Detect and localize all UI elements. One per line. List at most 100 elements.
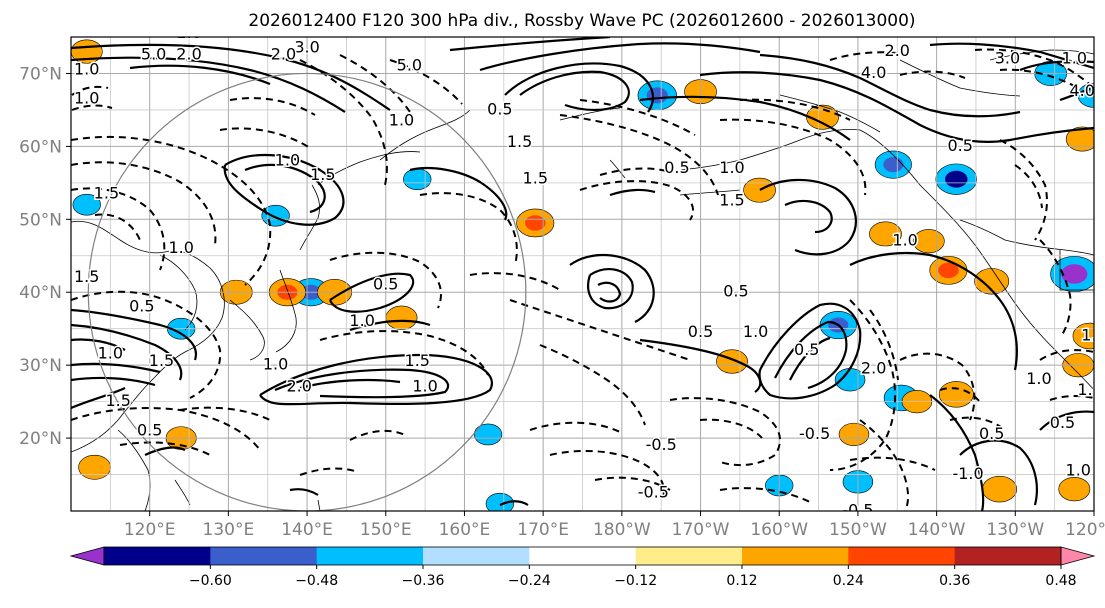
y-tick-label-2: 40°N <box>19 283 62 303</box>
contour-label-43: 2.0 <box>885 41 910 60</box>
contour-label-23: 1.5 <box>149 351 174 370</box>
contour-layer <box>71 37 1094 511</box>
contour-label-1: 5.0 <box>141 45 166 64</box>
contour-label-51: 1.0 <box>1066 460 1091 479</box>
contour-label-7: 5.0 <box>397 56 422 75</box>
shaded-core-18 <box>938 262 959 279</box>
contour-label-33: 0.5 <box>688 322 713 341</box>
contour-label-22: 1.0 <box>98 344 123 363</box>
x-tick-label-0: 120°E <box>124 520 176 540</box>
coastline-layer <box>71 49 1094 511</box>
shaded-core-1 <box>945 170 968 188</box>
shaded-region-24 <box>1072 322 1094 350</box>
contour-label-52: 1.5 <box>1077 380 1102 399</box>
x-tick-label-12: 120°W <box>1065 520 1105 540</box>
grid-layer <box>71 37 1094 511</box>
colorbar-tick-label-4: −0.12 <box>614 573 657 589</box>
shaded-region-23 <box>1065 126 1094 152</box>
contour-label-0: 1.0 <box>176 23 201 42</box>
contour-label-53: 1.5 <box>1081 325 1105 344</box>
contour-label-31: 0.5 <box>723 282 748 301</box>
colorbar-segment-3 <box>423 547 530 565</box>
colorbar-extend-low <box>69 546 105 566</box>
colorbar-tick-label-0: −0.60 <box>189 573 232 589</box>
contour-label-4: 2.0 <box>176 45 201 64</box>
x-tick-label-3: 150°E <box>360 520 412 540</box>
contour-label-28: 0.5 <box>664 158 689 177</box>
shaded-region-34 <box>385 305 418 330</box>
contour-label-30: 1.5 <box>719 191 744 210</box>
contour-label-13: 1.5 <box>74 267 99 286</box>
contour-label-34: 0.5 <box>794 340 819 359</box>
colorbar: −0.60 −0.48 −0.36 −0.24 −0.12 0.12 0.24 0.36 0.4… <box>69 546 1096 589</box>
contour-label-3: 2.0 <box>271 45 296 64</box>
contour-label-10: 1.0 <box>275 150 300 169</box>
contour-label-19: 1.5 <box>405 351 430 370</box>
colorbar-tick-label-6: 0.24 <box>833 573 864 589</box>
contour-label-27: 1.5 <box>523 169 548 188</box>
contour-label-42: 4.0 <box>861 63 886 82</box>
contour-label-44: 3.0 <box>995 48 1020 67</box>
map-area: 1.05.0 3.02.02.01.01.0 5.01.00.51.01.51.51… <box>71 23 1105 520</box>
colorbar-segment-6 <box>742 547 849 565</box>
x-tick-label-4: 160°E <box>439 520 491 540</box>
colorbar-tick-label-1: −0.48 <box>295 573 338 589</box>
colorbar-segment-7 <box>848 547 956 565</box>
contour-label-20: 2.0 <box>286 377 311 396</box>
contour-label-6: 1.0 <box>74 59 99 78</box>
colorbar-segment-4 <box>529 547 637 565</box>
contour-label-17: 1.0 <box>349 311 374 330</box>
shaded-region-17 <box>473 423 503 446</box>
colorbar-frame <box>103 546 1062 566</box>
chart-title: 2026012400 F120 300 hPa div., Rossby Wav… <box>248 11 915 31</box>
contour-label-45: 1.0 <box>1062 48 1087 67</box>
rossby-circle <box>87 72 527 511</box>
contour-label-9: 0.5 <box>487 99 512 118</box>
contour-labels: 1.05.0 3.02.02.01.01.0 5.01.00.51.01.51.51… <box>73 23 1105 520</box>
contour-label-26: 1.5 <box>507 132 532 151</box>
shaded-core-2 <box>1061 264 1088 284</box>
contour-label-36: -0.5 <box>799 424 830 443</box>
shaded-core-20 <box>525 215 546 231</box>
contour-label-32: 1.0 <box>743 322 768 341</box>
colorbar-tick-label-5: 0.12 <box>726 573 757 589</box>
colorbar-tick-label-2: −0.36 <box>402 573 445 589</box>
colorbar-segment-8 <box>954 547 1062 565</box>
x-tick-label-7: 170°W <box>672 520 730 540</box>
contour-label-18: 1.0 <box>263 355 288 374</box>
contour-label-47: 0.5 <box>947 136 972 155</box>
contour-label-16: 0.5 <box>373 274 398 293</box>
x-tick-label-11: 130°W <box>986 520 1044 540</box>
y-tick-label-4: 60°N <box>19 137 62 157</box>
x-tick-label-5: 170°E <box>517 520 569 540</box>
shaded-region-14 <box>72 193 101 216</box>
contour-label-25: 0.5 <box>137 420 162 439</box>
colorbar-segment-0 <box>104 547 211 565</box>
contour-label-37: -0.5 <box>646 435 677 454</box>
y-tick-label-1: 30°N <box>19 356 62 376</box>
y-tick-label-0: 20°N <box>19 429 62 449</box>
shaded-region-29 <box>869 221 902 247</box>
map-frame <box>70 36 1095 512</box>
shaded-region-16 <box>403 168 432 191</box>
shaded-region-33 <box>78 454 111 480</box>
contour-label-40: -1.0 <box>952 464 983 483</box>
shaded-region-37 <box>838 422 870 447</box>
shaded-region-26 <box>743 177 776 203</box>
shaded-region-35 <box>716 349 748 374</box>
x-tick-label-8: 160°W <box>750 520 808 540</box>
colorbar-tick-label-3: −0.24 <box>508 573 551 589</box>
contour-label-50: 0.5 <box>1050 413 1075 432</box>
contour-label-2: 3.0 <box>294 37 319 56</box>
contour-label-49: 0.5 <box>979 424 1004 443</box>
shading-layer <box>71 39 1094 511</box>
contour-label-29: 1.0 <box>719 158 744 177</box>
x-tick-label-9: 150°W <box>829 520 887 540</box>
contour-label-39: -0.5 <box>842 501 873 520</box>
contour-label-5: 1.0 <box>74 88 99 107</box>
colorbar-tick-label-7: 0.36 <box>939 573 970 589</box>
shaded-region-12 <box>485 492 515 511</box>
x-tick-label-1: 130°E <box>203 520 255 540</box>
contour-label-24: 1.5 <box>105 391 130 410</box>
contour-label-12: 1.5 <box>94 183 119 202</box>
